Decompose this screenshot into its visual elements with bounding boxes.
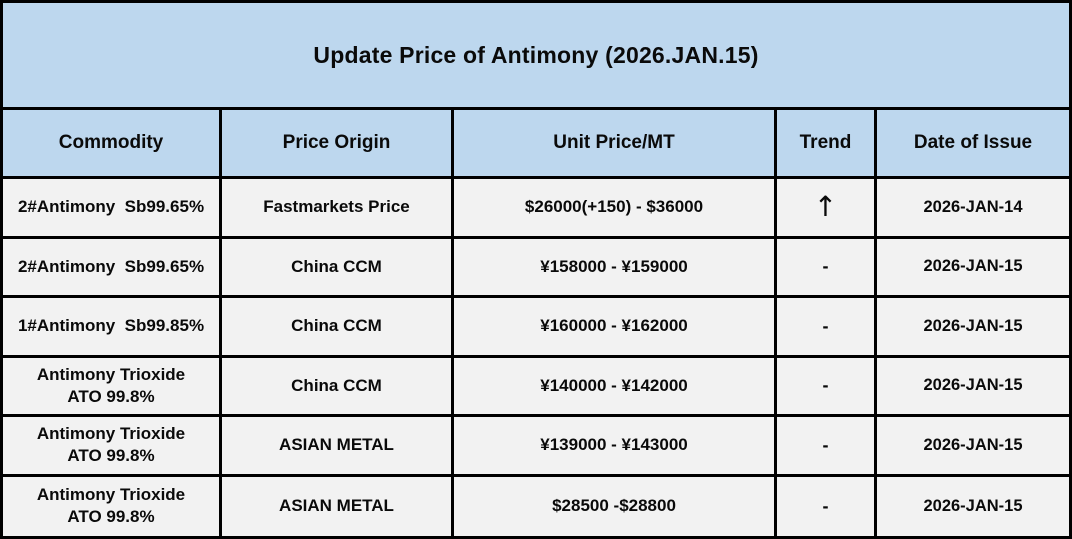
unit-price-value: ¥158000 - ¥159000: [454, 238, 777, 298]
date-of-issue-value: 2026-JAN-15: [877, 298, 1069, 358]
commodity-value: Antimony Trioxide ATO 99.8%: [3, 476, 222, 536]
commodity-value: Antimony Trioxide ATO 99.8%: [3, 417, 222, 477]
column-header-date-of-issue: Date of Issue: [877, 110, 1069, 179]
column-header-commodity: Commodity: [3, 110, 222, 179]
date-of-issue-value: 2026-JAN-14: [877, 179, 1069, 239]
unit-price-value: $28500 -$28800: [454, 476, 777, 536]
price-origin-value: China CCM: [222, 298, 454, 358]
table-title: Update Price of Antimony (2026.JAN.15): [3, 3, 1069, 110]
commodity-value: 2#Antimony Sb99.65%: [3, 238, 222, 298]
unit-price-value: ¥160000 - ¥162000: [454, 298, 777, 358]
unit-price-value: ¥139000 - ¥143000: [454, 417, 777, 477]
trend-dash: -: [777, 357, 877, 417]
trend-dash: -: [777, 238, 877, 298]
price-origin-value: ASIAN METAL: [222, 476, 454, 536]
price-origin-value: Fastmarkets Price: [222, 179, 454, 239]
trend-dash: -: [777, 298, 877, 358]
date-of-issue-value: 2026-JAN-15: [877, 357, 1069, 417]
price-origin-value: China CCM: [222, 238, 454, 298]
unit-price-value: $26000(+150) - $36000: [454, 179, 777, 239]
unit-price-value: ¥140000 - ¥142000: [454, 357, 777, 417]
column-header-price-origin: Price Origin: [222, 110, 454, 179]
price-origin-value: China CCM: [222, 357, 454, 417]
date-of-issue-value: 2026-JAN-15: [877, 417, 1069, 477]
price-origin-value: ASIAN METAL: [222, 417, 454, 477]
date-of-issue-value: 2026-JAN-15: [877, 238, 1069, 298]
commodity-value: Antimony Trioxide ATO 99.8%: [3, 357, 222, 417]
trend-up-arrow-icon: ↑: [777, 179, 877, 239]
commodity-value: 1#Antimony Sb99.85%: [3, 298, 222, 358]
column-header-unit-price: Unit Price/MT: [454, 110, 777, 179]
trend-dash: -: [777, 417, 877, 477]
commodity-value: 2#Antimony Sb99.65%: [3, 179, 222, 239]
trend-dash: -: [777, 476, 877, 536]
column-header-trend: Trend: [777, 110, 877, 179]
date-of-issue-value: 2026-JAN-15: [877, 476, 1069, 536]
